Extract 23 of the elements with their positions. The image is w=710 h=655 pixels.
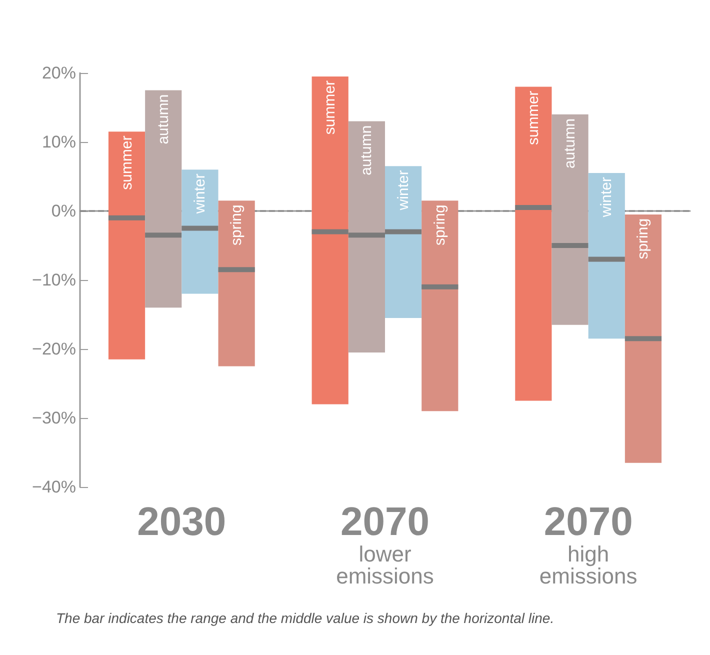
series-label: winter bbox=[191, 174, 208, 215]
text: spring bbox=[634, 218, 652, 260]
text: summer bbox=[524, 90, 542, 145]
text: winter bbox=[394, 170, 412, 210]
text: winter bbox=[598, 177, 616, 218]
text: autumn bbox=[562, 118, 579, 168]
y-tick-label: 0% bbox=[51, 202, 76, 220]
series-label: spring bbox=[228, 204, 246, 246]
y-tick-label: −40% bbox=[32, 478, 76, 496]
x-tick-label: 2030 bbox=[137, 500, 226, 544]
y-tick-label: −20% bbox=[32, 340, 76, 358]
y-tick-label: 10% bbox=[42, 132, 76, 152]
text: The bar indicates the range and the middle value is shown by the horizontal line. bbox=[56, 610, 554, 626]
y-tick-label: −10% bbox=[32, 270, 76, 290]
x-tick-label: 2070 lower emissions bbox=[336, 500, 434, 588]
text: summer bbox=[322, 80, 339, 135]
y-tick-label: −30% bbox=[32, 408, 76, 428]
x-tick-label: 2070 high emissions bbox=[539, 500, 638, 588]
series-label: summer bbox=[118, 136, 136, 190]
y-tick-label: 20% bbox=[42, 64, 76, 82]
series-label: autumn bbox=[154, 94, 172, 144]
text: spring bbox=[431, 204, 448, 246]
text: autumn bbox=[358, 125, 376, 176]
